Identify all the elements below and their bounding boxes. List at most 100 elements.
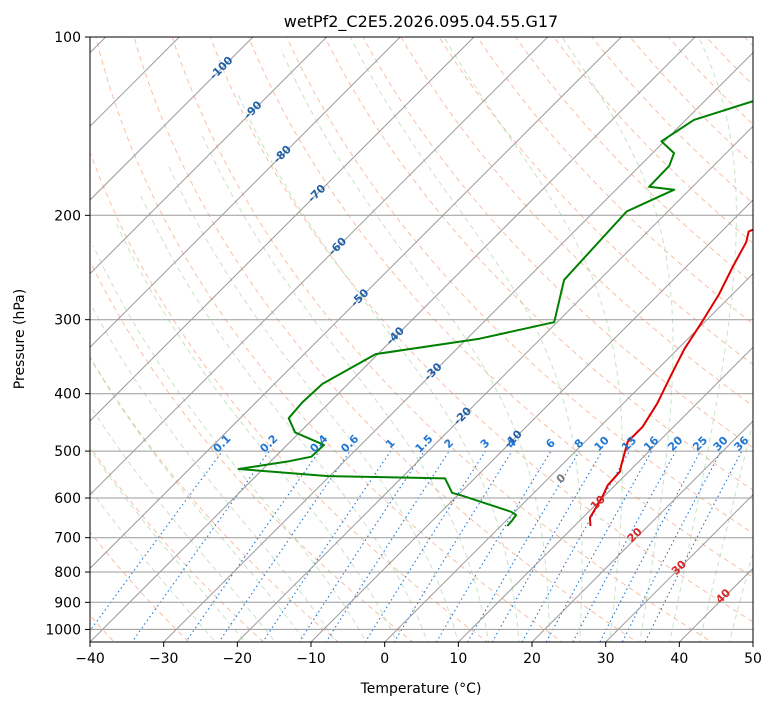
mixing-ratio-label: 1.5	[413, 432, 436, 455]
y-tick-label: 300	[54, 313, 81, 329]
isotherm-line	[90, 37, 328, 275]
moist-adiabat-line	[90, 301, 337, 642]
isotherm-line	[90, 37, 254, 201]
plot-background-lines	[90, 24, 775, 654]
moist-adiabat-label: 20	[625, 525, 645, 545]
x-tick-label: −10	[296, 651, 326, 667]
dry-adiabat-line	[553, 37, 753, 244]
y-tick-label: 1000	[45, 622, 81, 638]
isotherm-line	[752, 641, 753, 642]
dry-adiabat-line	[667, 37, 753, 126]
x-tick-label: 50	[744, 651, 762, 667]
dry-adiabat-line	[90, 356, 340, 642]
x-tick-label: 30	[597, 651, 615, 667]
plot-frame	[89, 36, 754, 643]
mixing-ratio-line	[644, 450, 743, 642]
isotherm-line	[457, 346, 753, 642]
isotherm-line	[236, 125, 753, 642]
isotherm-line	[678, 567, 753, 642]
dry-adiabat-line	[90, 150, 489, 642]
mixing-ratio-label: 0.6	[338, 432, 361, 455]
moist-adiabat-line	[728, 551, 753, 642]
temperature-profile-line	[588, 228, 753, 527]
isotherm-line	[90, 37, 696, 642]
mixing-ratio-line	[131, 450, 270, 642]
x-tick-label: 0	[380, 651, 389, 667]
x-tick-label: 10	[449, 651, 467, 667]
dry-adiabat-line	[133, 37, 638, 642]
mixing-ratio-line	[621, 450, 722, 642]
isotherm-line	[90, 37, 475, 422]
dry-adiabat-line	[90, 445, 265, 642]
mixing-ratio-line	[298, 450, 425, 642]
moist-adiabat-line	[168, 165, 459, 642]
x-tick-label: −30	[149, 651, 179, 667]
mixing-ratio-label: 0.1	[211, 432, 234, 455]
mixing-ratio-label: 1	[383, 436, 398, 451]
moist-adiabat-line	[349, 37, 583, 642]
mixing-ratio-label: 6	[543, 436, 558, 451]
isotherm-line	[90, 37, 402, 349]
dry-adiabat-line	[95, 37, 564, 642]
mixing-ratio-label: 3	[478, 436, 493, 451]
isotherm-line	[162, 51, 753, 642]
isotherm-line	[90, 37, 181, 128]
moist-adiabat-line	[90, 356, 307, 642]
mixing-ratio-line	[262, 450, 392, 642]
x-tick-label: −20	[223, 651, 253, 667]
dry-adiabat-line	[705, 37, 753, 86]
x-tick-label: 40	[670, 651, 688, 667]
isotherm-line	[383, 272, 753, 642]
moist-adiabat-line	[90, 488, 216, 642]
moist-adiabat-label: 40	[713, 586, 733, 606]
moist-adiabat-line	[140, 195, 429, 642]
x-axis-title: Temperature (°C)	[360, 681, 482, 697]
isotherm-line	[90, 37, 549, 496]
moist-adiabat-line	[90, 404, 276, 642]
moist-adiabat-line	[699, 421, 753, 642]
mixing-ratio-label: 0.4	[307, 432, 330, 455]
dry-adiabat-line	[438, 37, 753, 366]
y-tick-label: 600	[54, 491, 81, 507]
y-tick-label: 900	[54, 595, 81, 611]
y-axis: 100 200 300 400 500 600 700 800 900 1000	[45, 30, 90, 638]
y-tick-label: 800	[54, 565, 81, 581]
x-tick-label: 20	[523, 651, 541, 667]
isotherm-label: -70	[305, 182, 328, 205]
isotherm-line	[90, 37, 623, 570]
mixing-ratio-line	[521, 450, 630, 642]
y-tick-label: 700	[54, 531, 81, 547]
isotherm-label: -80	[271, 142, 294, 165]
y-tick-label: 200	[54, 208, 81, 224]
isotherm-label: -30	[421, 360, 444, 383]
dry-adiabat-line	[247, 37, 753, 578]
dry-adiabat-line	[400, 37, 753, 407]
y-tick-label: 100	[54, 30, 81, 46]
moist-adiabat-line	[443, 37, 624, 642]
isotherm-line	[310, 199, 753, 642]
isotherm-line	[531, 420, 753, 642]
dry-adiabat-line	[770, 24, 775, 654]
chart-title: wetPf2_C2E5.2026.095.04.55.G17	[284, 12, 558, 32]
dry-adiabat-line	[324, 37, 753, 491]
y-tick-label: 400	[54, 387, 81, 403]
moist-adiabat-label: 0	[554, 471, 569, 486]
mixing-ratio-line	[185, 450, 320, 642]
x-tick-label: −40	[75, 651, 105, 667]
moist-adiabat-line	[561, 37, 674, 642]
y-axis-title: Pressure (hPa)	[12, 289, 28, 389]
dry-adiabat-line	[514, 37, 753, 284]
moist-adiabat-line	[90, 448, 246, 642]
x-axis: −40 −30 −20 −10 0 10 20 30 40 50	[75, 642, 762, 667]
dewpoint-profile-line	[237, 100, 753, 527]
mixing-ratio-line	[393, 450, 513, 642]
moist-adiabat-line	[237, 94, 520, 642]
mixing-ratio-line	[545, 450, 653, 642]
dry-adiabat-line	[90, 260, 414, 642]
series-layer	[237, 100, 753, 527]
dry-adiabat-line	[362, 37, 753, 449]
moist-adiabat-label: 30	[669, 557, 689, 577]
dry-adiabat-line	[209, 37, 753, 623]
moist-adiabat-line	[280, 49, 550, 642]
